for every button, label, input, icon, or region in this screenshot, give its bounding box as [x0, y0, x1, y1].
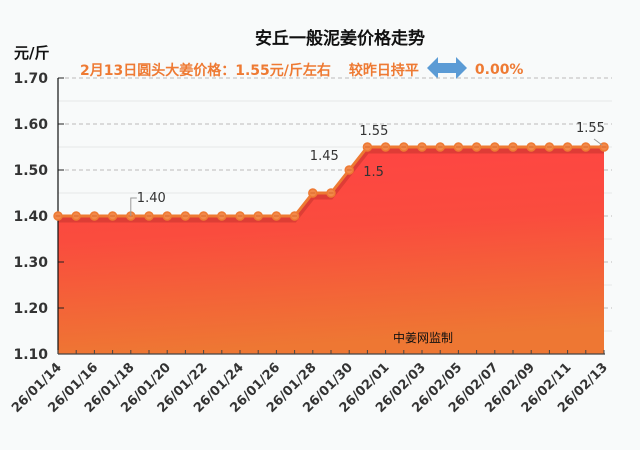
price-summary-text: 2月13日圆头大姜价格：1.55元/斤左右 [80, 63, 331, 79]
compare-text: 较昨日持平 [348, 63, 419, 79]
watermark: 中姜网监制 [393, 330, 453, 345]
data-label: 1.55 [576, 121, 605, 136]
y-tick-label: 1.60 [13, 117, 48, 133]
y-axis-ticks: 1.70 1.60 1.50 1.40 1.30 1.20 1.10 [13, 71, 48, 363]
y-tick-label: 1.10 [13, 347, 48, 363]
y-tick-label: 1.20 [13, 301, 48, 317]
y-tick-label: 1.70 [13, 71, 48, 87]
data-label: 1.45 [310, 149, 339, 164]
chart-title: 安丘一般泥姜价格走势 [255, 29, 425, 49]
data-label: 1.40 [137, 191, 166, 206]
data-label: 1.55 [359, 124, 388, 139]
x-axis-ticks: 26/01/1426/01/1626/01/1826/01/2026/01/22… [9, 360, 611, 416]
price-line [53, 142, 609, 221]
left-right-arrow-icon [426, 56, 467, 84]
y-tick-label: 1.30 [13, 255, 48, 271]
price-area [58, 147, 604, 354]
y-tick-label: 1.40 [13, 209, 48, 225]
data-labels: 1.40 1.45 1.5 1.55 1.55 [130, 121, 605, 216]
price-summary: 2月13日圆头大姜价格：1.55元/斤左右 较昨日持平 0.00% [80, 56, 523, 84]
y-axis-unit: 元/斤 [14, 44, 50, 62]
change-percent: 0.00% [474, 62, 524, 78]
data-label: 1.5 [363, 165, 384, 180]
y-tick-label: 1.50 [13, 163, 48, 179]
